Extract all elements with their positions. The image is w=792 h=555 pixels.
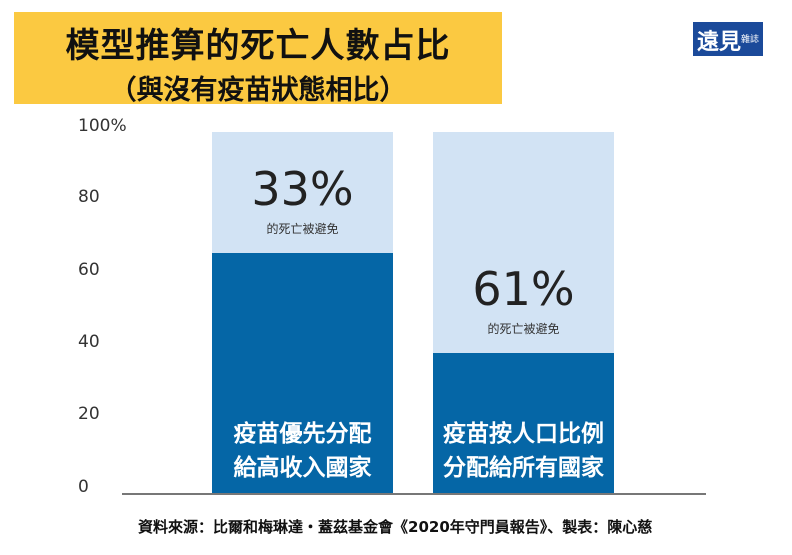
source-note: 資料來源：比爾和梅琳達・蓋茲基金會《2020年守門員報告》、製表：陳心慈 xyxy=(138,518,653,536)
y-tick-label: 60 xyxy=(78,260,100,280)
y-tick-label: 0 xyxy=(78,477,89,497)
x-axis-baseline xyxy=(122,493,706,495)
bar-population-proportional: 61% 的死亡被避免 疫苗按人口比例 分配給所有國家 xyxy=(433,132,614,494)
bar-high-income-priority: 33% 的死亡被避免 疫苗優先分配 給高收入國家 xyxy=(212,132,393,494)
avoided-label: 的死亡被避免 xyxy=(487,322,560,336)
chart-subtitle: （與沒有疫苗狀態相比） xyxy=(109,75,407,106)
category-label-line2: 分配給所有國家 xyxy=(443,455,604,481)
avoided-label: 的死亡被避免 xyxy=(266,222,339,236)
y-tick-label: 100% xyxy=(78,116,127,136)
avoided-percent: 33% xyxy=(251,162,354,216)
category-label-line1: 疫苗按人口比例 xyxy=(443,421,604,447)
y-tick-label: 80 xyxy=(78,187,100,207)
y-tick-label: 20 xyxy=(78,404,100,424)
title-banner: 模型推算的死亡人數占比 （與沒有疫苗狀態相比） xyxy=(14,12,502,106)
y-tick-label: 40 xyxy=(78,332,100,352)
publisher-logo: 遠見 雜誌 xyxy=(693,22,763,56)
logo-main-text: 遠見 xyxy=(697,29,742,55)
category-label-line1: 疫苗優先分配 xyxy=(233,421,372,447)
bar-segment-deaths: 疫苗優先分配 給高收入國家 xyxy=(212,253,393,494)
chart-title: 模型推算的死亡人數占比 xyxy=(65,26,451,66)
bar-segment-deaths: 疫苗按人口比例 分配給所有國家 xyxy=(433,353,614,494)
avoided-percent: 61% xyxy=(472,262,575,316)
category-label-line2: 給高收入國家 xyxy=(233,455,372,481)
logo-sub-text: 雜誌 xyxy=(740,35,759,45)
